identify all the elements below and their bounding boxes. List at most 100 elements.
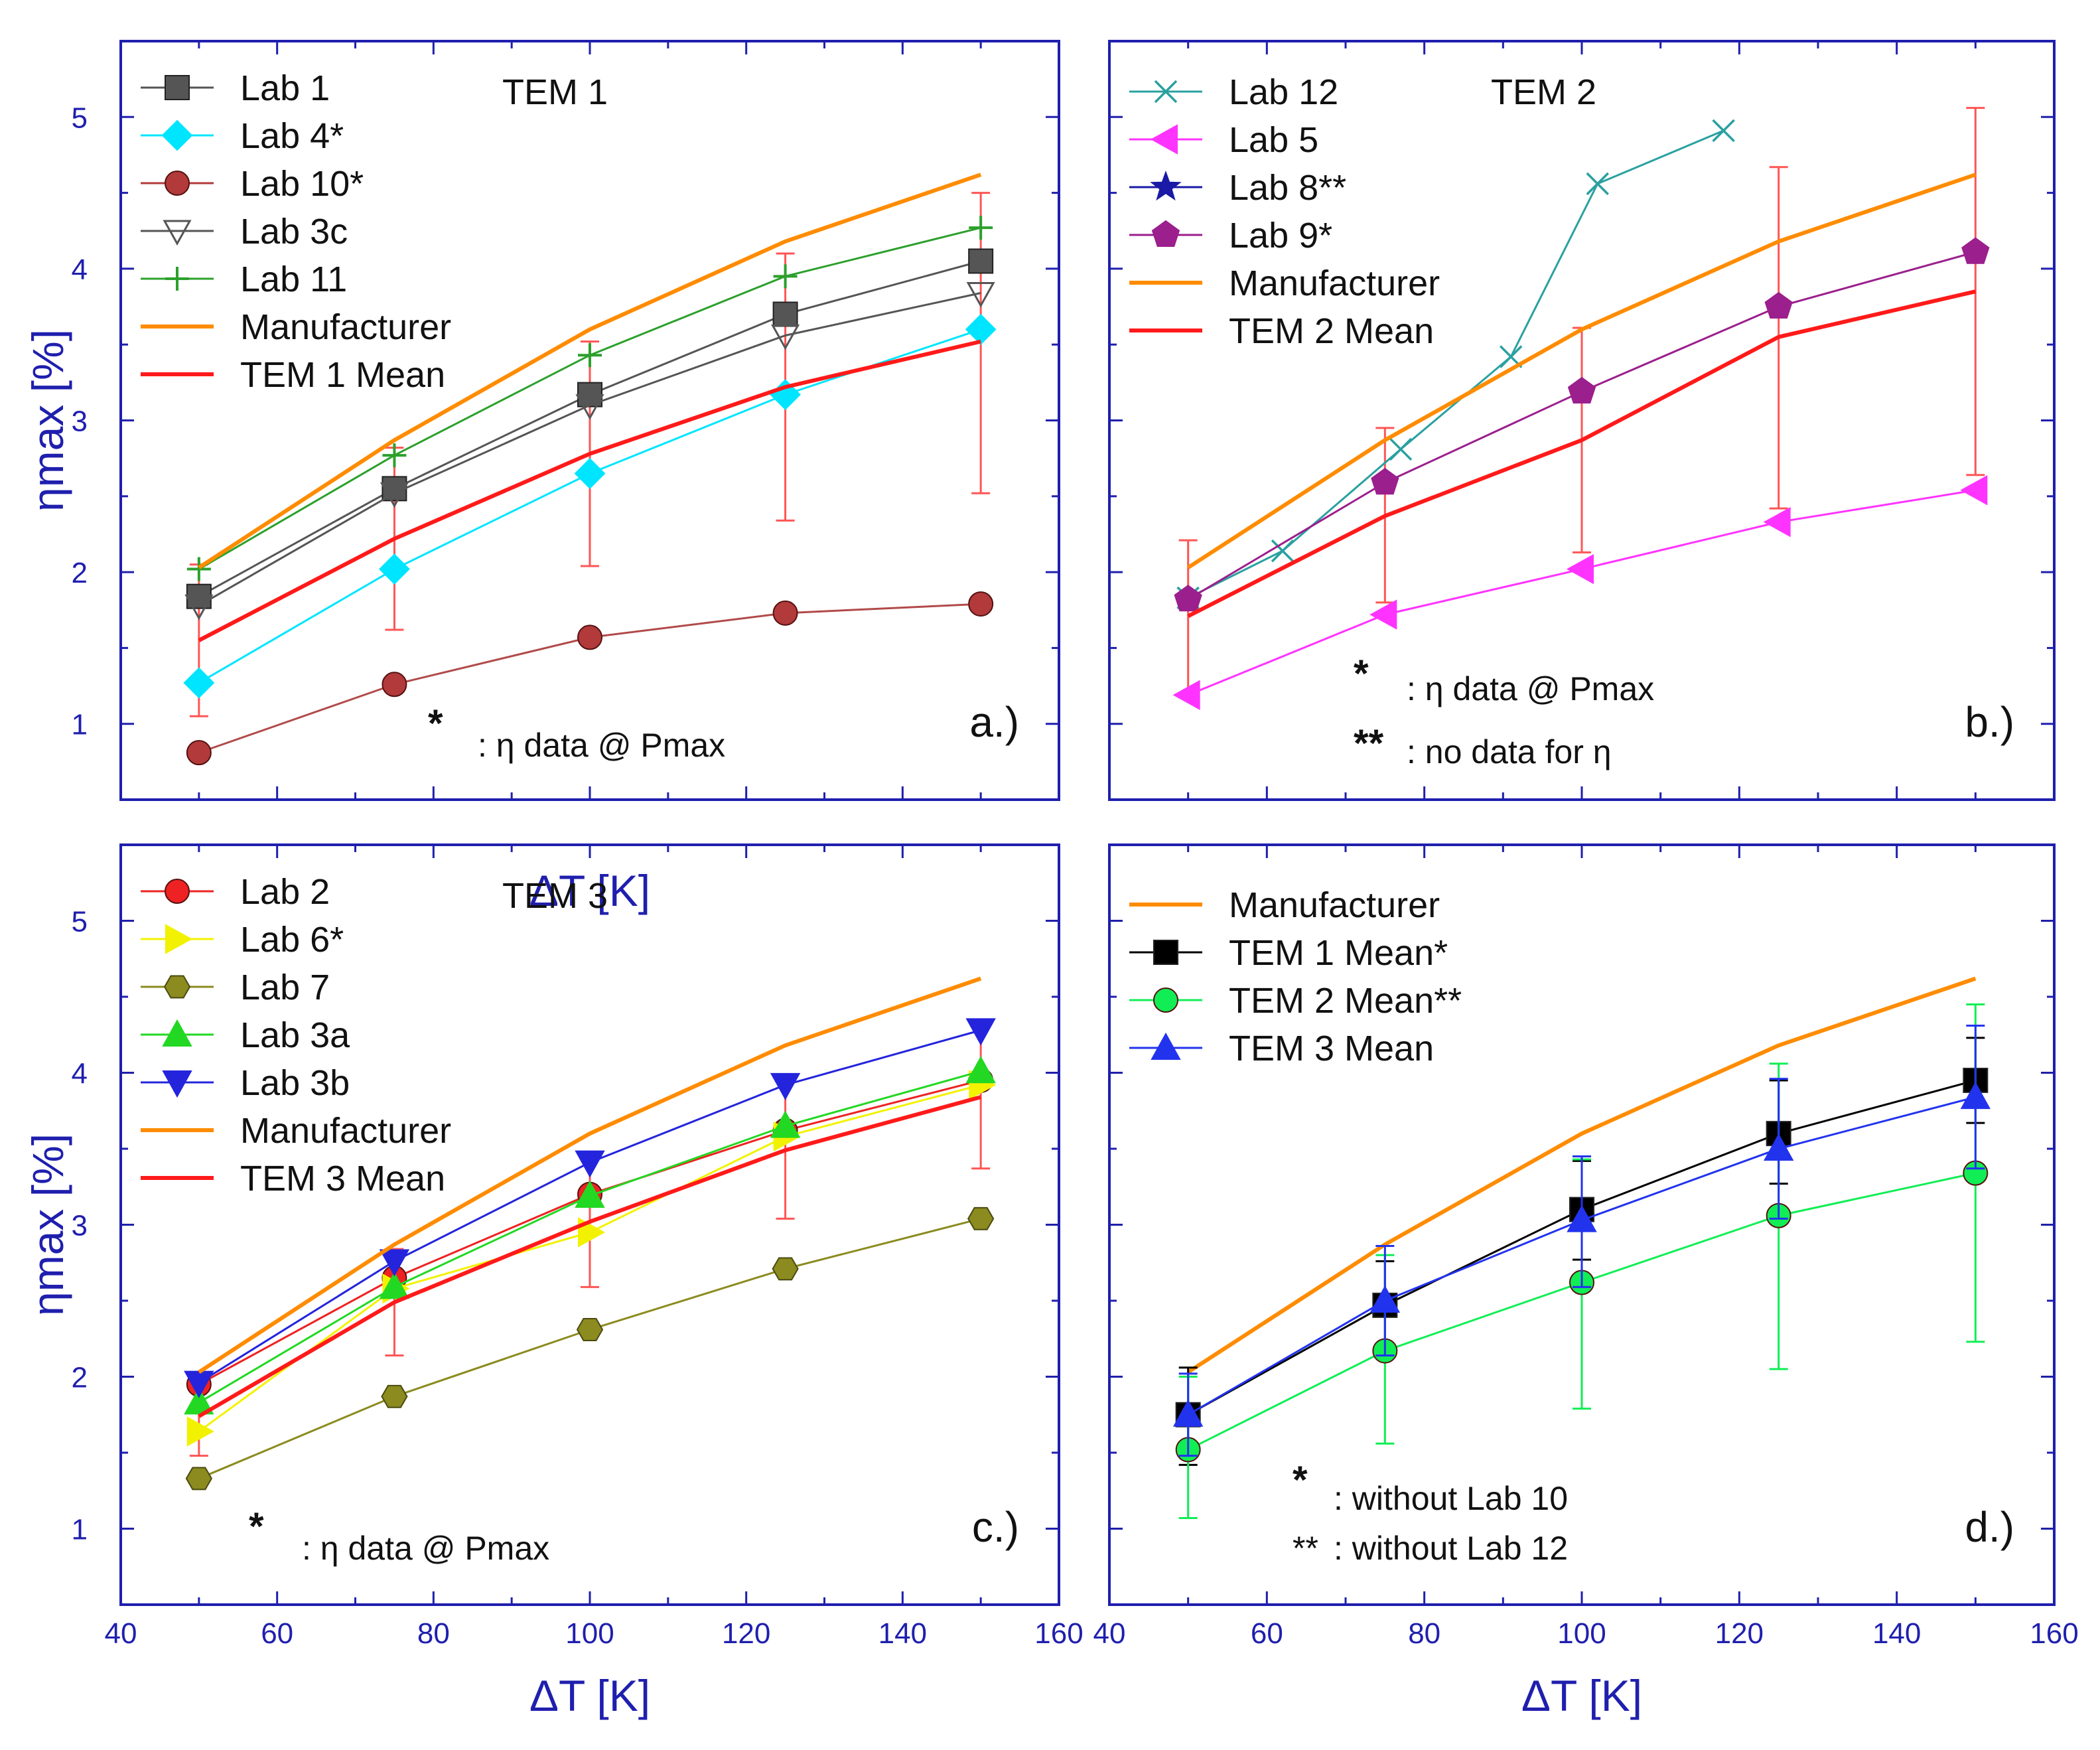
data-point (965, 313, 997, 345)
panel-a: 1 2 3 4 5 ηmax [%] ΔT [K] Lab 1 Lab 4* Lab 10* Lab… (23, 40, 1060, 915)
legend-marker (165, 75, 190, 100)
data-point (771, 324, 800, 350)
annotation-star: * (1354, 652, 1369, 695)
data-point (1712, 119, 1735, 143)
legend-label: Manufacturer (240, 307, 451, 347)
data-point (186, 557, 211, 581)
x-tick-label: 120 (1715, 1617, 1764, 1650)
panel-label: d.) (1965, 1503, 2014, 1551)
x-tick-label: 100 (1557, 1617, 1606, 1650)
data-point (770, 1110, 801, 1138)
x-tick-label: 160 (2030, 1617, 2078, 1650)
data-point (575, 1180, 605, 1208)
data-point (1567, 1204, 1597, 1232)
series-line (1187, 976, 1977, 1374)
data-point (183, 667, 215, 699)
legend-marker (162, 1070, 192, 1098)
data-point (574, 458, 606, 489)
legend-label: TEM 3 Mean (240, 1159, 445, 1199)
x-tick-label: 160 (1034, 1617, 1083, 1650)
legend-marker (165, 171, 190, 196)
x-tick-label: 40 (1093, 1617, 1126, 1650)
group-label: TEM 3 (502, 876, 608, 916)
data-point (1763, 506, 1791, 538)
data-point (969, 216, 993, 240)
data-point (1369, 599, 1397, 630)
legend-marker (163, 220, 192, 246)
legend-label: Lab 3a (240, 1015, 350, 1055)
y-tick-label: 5 (72, 906, 88, 938)
y-tick-label: 1 (72, 1514, 88, 1546)
group-label: TEM 1 (502, 72, 608, 112)
y-tick-label: 4 (72, 1058, 88, 1090)
annotation-text: : η data @ Pmax (1407, 670, 1654, 707)
x-axis-title: ΔT [K] (529, 866, 650, 915)
y-tick-label: 2 (72, 557, 88, 589)
data-point (1172, 680, 1200, 710)
series-line (198, 339, 981, 642)
data-point (186, 740, 212, 766)
legend-marker (1153, 987, 1178, 1013)
legend-marker (163, 975, 191, 999)
legend-label: TEM 2 Mean (1229, 311, 1434, 351)
legend-marker (161, 119, 193, 151)
legend-marker (1154, 80, 1178, 104)
legend-label: TEM 3 Mean (1229, 1029, 1434, 1068)
x-axis-title: ΔT [K] (529, 1671, 650, 1720)
annotation-text: : no data for η (1407, 733, 1612, 770)
panel-label: c.) (972, 1503, 1019, 1551)
data-point (1764, 291, 1793, 319)
series-line (1187, 129, 1724, 599)
panel-c: 40 60 80 100 120 140 160 1 2 3 4 5 ηmax [%] ΔT [K] Lab… (23, 843, 1084, 1720)
data-point (1174, 585, 1202, 612)
series-line (198, 976, 982, 1374)
annotation-star: * (428, 702, 443, 745)
legend-label: Lab 8** (1229, 168, 1346, 208)
legend-label: Lab 3b (240, 1063, 350, 1103)
legend-marker (1150, 171, 1182, 201)
legend-marker (1151, 1032, 1181, 1060)
y-tick-label: 2 (72, 1362, 88, 1394)
x-tick-label: 140 (1872, 1617, 1921, 1650)
data-point (1567, 376, 1596, 404)
data-point (379, 1249, 410, 1277)
panel-label: a.) (969, 698, 1019, 746)
legend-label: TEM 1 Mean (240, 355, 445, 395)
y-tick-label: 3 (72, 1210, 88, 1242)
legend-label: Lab 12 (1229, 72, 1338, 112)
legend-label: Lab 2 (240, 872, 330, 912)
data-point (1566, 553, 1594, 585)
data-point (773, 264, 798, 289)
data-point (1763, 1133, 1794, 1161)
annotation-text: : without Lab 12 (1334, 1530, 1568, 1567)
data-point (1369, 1285, 1401, 1313)
annotation-text: : η data @ Pmax (478, 727, 725, 764)
data-point (1172, 1399, 1204, 1427)
legend-label: Manufacturer (240, 1111, 451, 1151)
data-point (576, 1318, 604, 1341)
y-tick-label: 3 (72, 405, 88, 438)
legend-marker (165, 879, 190, 904)
series-line (1187, 173, 1977, 569)
annotation-star: ** (1354, 722, 1384, 765)
data-point (1586, 172, 1609, 196)
data-point (1271, 539, 1295, 563)
x-tick-label: 40 (105, 1617, 137, 1650)
legend-marker (1151, 220, 1180, 247)
legend-marker (165, 924, 193, 954)
y-tick-label: 1 (72, 709, 88, 741)
legend-label: Lab 1 (240, 68, 330, 108)
legend-marker (165, 267, 189, 291)
data-point (966, 281, 995, 308)
data-point (382, 443, 407, 468)
data-point (577, 624, 602, 650)
x-tick-label: 100 (565, 1617, 614, 1650)
series-line (198, 173, 982, 569)
panel-label: b.) (1965, 698, 2014, 746)
series-line (1187, 289, 1977, 619)
legend-marker (1153, 940, 1178, 965)
legend-label: Lab 6* (240, 920, 344, 960)
data-point (184, 1387, 214, 1415)
data-point (575, 394, 604, 420)
